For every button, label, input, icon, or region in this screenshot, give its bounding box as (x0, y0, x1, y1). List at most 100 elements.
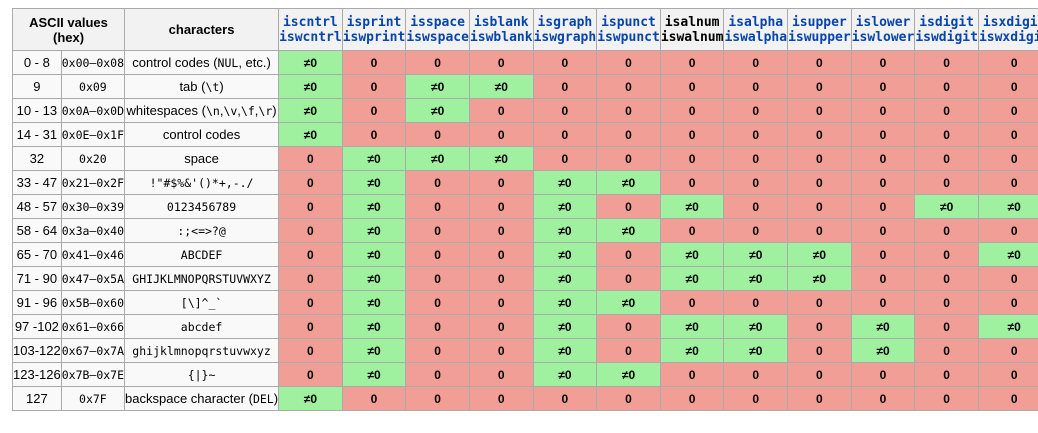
characters-cell: [\]^_` (124, 290, 280, 315)
isdigit-link[interactable]: isdigit (919, 14, 975, 30)
result-cell-ispunct: 0 (596, 266, 661, 291)
result-cell-isgraph: 0 (532, 98, 598, 123)
result-cell-isgraph: ≠0 (532, 194, 598, 219)
isblank-link[interactable]: isblank (473, 14, 529, 30)
characters-text: , (237, 103, 241, 118)
iscntrl-link[interactable]: iscntrl (282, 14, 338, 30)
result-cell-islower: 0 (850, 290, 916, 315)
result-cell-isupper: ≠0 (787, 266, 852, 291)
characters-text: {|}~ (187, 368, 216, 382)
result-cell-iscntrl: ≠0 (278, 386, 343, 411)
result-cell-isupper: 0 (787, 74, 852, 99)
header-ispunct[interactable]: ispunct iswpunct (596, 8, 661, 51)
table-row: 48 - 57 0x30–0x39 0123456789 0 ≠0 0 0 ≠0 0 ≠0 0 0 0 ≠… (12, 194, 1038, 219)
isgraph-link[interactable]: isgraph (537, 14, 593, 30)
result-cell-isprint: 0 (341, 50, 407, 75)
result-cell-isblank: ≠0 (468, 146, 534, 171)
result-cell-ispunct: ≠0 (596, 362, 661, 387)
table-row: 58 - 64 0x3a–0x40:;<=>?@ 0 ≠0 0 0 ≠0 ≠0 0 0 0 0 0 0 (12, 218, 1038, 243)
result-cell-isupper: 0 (787, 314, 852, 339)
result-cell-islower: 0 (850, 50, 916, 75)
result-cell-isalnum: 0 (659, 362, 725, 387)
characters-cell: control codes (NUL, etc.) (124, 50, 280, 75)
header-isdigit[interactable]: isdigit iswdigit (914, 8, 979, 51)
iswpunct-link[interactable]: iswpunct (597, 29, 660, 45)
result-cell-isalpha: ≠0 (723, 266, 789, 291)
decimal-range-cell: 127 (12, 386, 62, 411)
result-cell-isalnum: 0 (659, 146, 725, 171)
result-cell-isgraph: ≠0 (532, 218, 598, 243)
result-cell-isblank: 0 (468, 314, 534, 339)
result-cell-isprint: ≠0 (341, 338, 407, 363)
ispunct-link[interactable]: ispunct (601, 14, 656, 30)
result-cell-isspace: ≠0 (405, 74, 470, 99)
decimal-range-cell: 9 (12, 74, 62, 99)
header-isprint[interactable]: isprint iswprint (341, 8, 407, 51)
result-cell-isxdigit: ≠0 (977, 242, 1038, 267)
header-isgraph[interactable]: isgraph iswgraph (532, 8, 598, 51)
result-cell-isalnum: ≠0 (659, 314, 725, 339)
result-cell-iscntrl: 0 (278, 362, 343, 387)
result-cell-isxdigit: 0 (977, 98, 1038, 123)
result-cell-isgraph: 0 (532, 122, 598, 147)
result-cell-isalnum: ≠0 (659, 266, 725, 291)
header-isspace[interactable]: isspace iswspace (405, 8, 470, 51)
result-cell-isalpha: 0 (723, 50, 789, 75)
iswspace-link[interactable]: iswspace (406, 29, 469, 45)
header-iscntrl[interactable]: iscntrl iswcntrl (278, 8, 343, 51)
decimal-range-cell: 123-126 (12, 362, 62, 387)
hex-range-cell: 0x3a–0x40 (60, 218, 126, 243)
table-row: 123-126 0x7B–0x7E {|}~ 0 ≠0 0 0 ≠0 ≠0 0 0 0 0 0 0 (12, 362, 1038, 387)
header-islower[interactable]: islower iswlower (850, 8, 916, 51)
isprint-link[interactable]: isprint (346, 14, 402, 30)
result-cell-iscntrl: 0 (278, 170, 343, 195)
iswdigit-link[interactable]: iswdigit (915, 29, 978, 45)
isupper-link[interactable]: isupper (791, 14, 847, 30)
result-cell-isxdigit: 0 (977, 290, 1038, 315)
iswgraph-link[interactable]: iswgraph (533, 29, 597, 45)
hex-range-cell: 0x7B–0x7E (60, 362, 126, 387)
result-cell-isalpha: 0 (723, 74, 789, 99)
isspace-link[interactable]: isspace (410, 14, 466, 30)
result-cell-isspace: 0 (405, 122, 470, 147)
iswprint-link[interactable]: iswprint (342, 29, 406, 45)
result-cell-isgraph: ≠0 (532, 338, 598, 363)
iswxdigit-link[interactable]: iswxdigit (978, 29, 1038, 45)
result-cell-ispunct: 0 (596, 98, 661, 123)
result-cell-isalnum: 0 (659, 74, 725, 99)
result-cell-isspace: 0 (405, 242, 470, 267)
characters-text: \n (205, 104, 220, 118)
result-cell-isxdigit: 0 (977, 146, 1038, 171)
characters-text: , (254, 103, 259, 118)
result-cell-isgraph: 0 (532, 74, 598, 99)
isxdigit-link[interactable]: isxdigit (982, 14, 1038, 30)
iswcntrl-link[interactable]: iswcntrl (279, 29, 342, 45)
header-isalpha[interactable]: isalpha iswalpha (723, 8, 789, 51)
iswlower-link[interactable]: iswlower (851, 29, 915, 45)
characters-text: space (184, 151, 219, 166)
decimal-range-cell: 48 - 57 (12, 194, 62, 219)
result-cell-iscntrl: 0 (278, 290, 343, 315)
header-isupper[interactable]: isupper iswupper (787, 8, 852, 51)
isalpha-link[interactable]: isalpha (728, 14, 784, 30)
iswblank-link[interactable]: iswblank (469, 29, 533, 45)
result-cell-isblank: 0 (468, 218, 534, 243)
result-cell-isdigit: 0 (914, 74, 979, 99)
header-isblank[interactable]: isblank iswblank (468, 8, 534, 51)
result-cell-isspace: 0 (405, 362, 470, 387)
result-cell-isblank: 0 (468, 98, 534, 123)
ascii-values-subtitle: (hex) (52, 29, 85, 45)
iswalpha-link[interactable]: iswalpha (724, 29, 788, 45)
header-row: ASCII values (hex) characters iscntrl isw… (11, 8, 1038, 51)
characters-cell: ghijklmnopqrstuvwxyz (124, 338, 280, 363)
decimal-range-cell: 65 - 70 (12, 242, 62, 267)
result-cell-isdigit: 0 (914, 146, 979, 171)
header-isxdigit[interactable]: isxdigitiswxdigit (977, 8, 1038, 51)
islower-link[interactable]: islower (855, 14, 911, 30)
result-cell-isalnum: 0 (659, 218, 725, 243)
result-cell-isalnum: 0 (659, 170, 725, 195)
decimal-range-cell: 32 (12, 146, 62, 171)
result-cell-isgraph: ≠0 (532, 314, 598, 339)
iswupper-link[interactable]: iswupper (788, 29, 851, 45)
result-cell-isalpha: ≠0 (723, 242, 789, 267)
